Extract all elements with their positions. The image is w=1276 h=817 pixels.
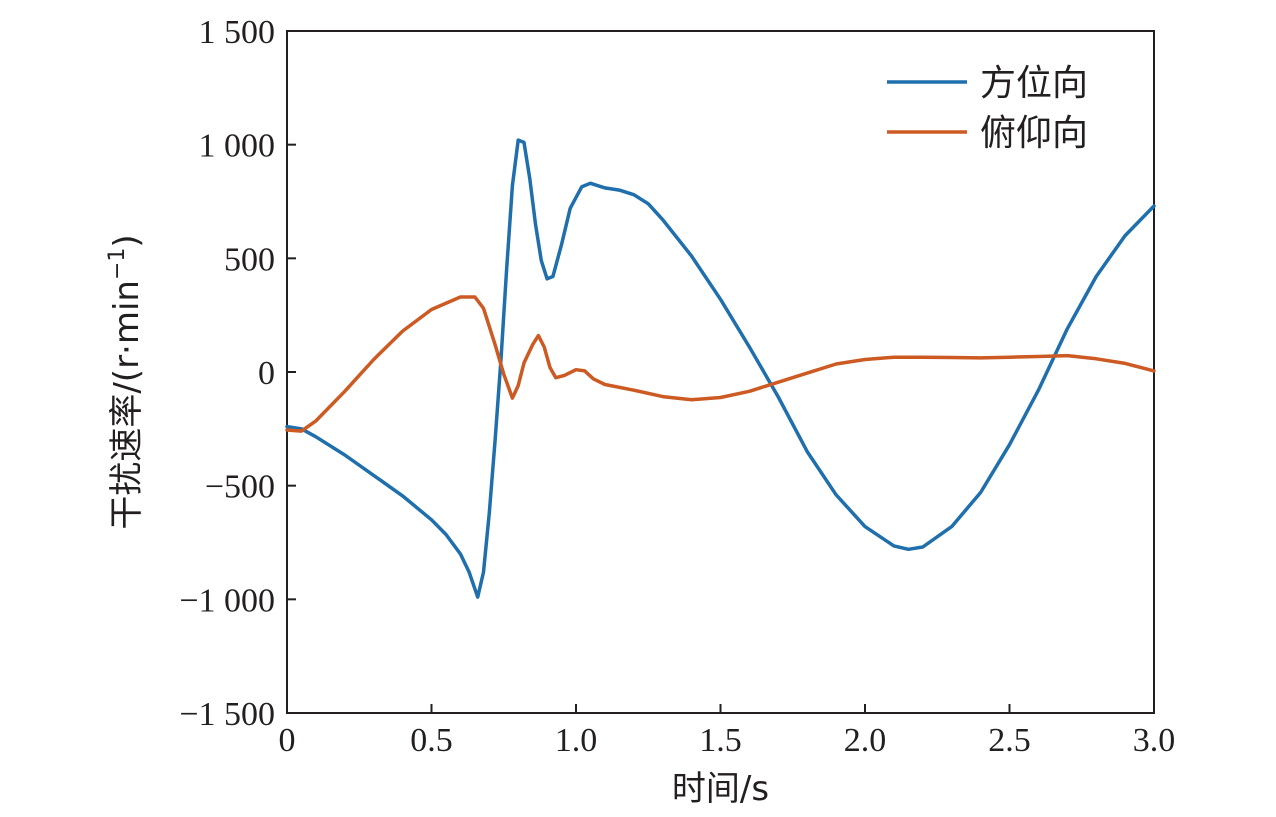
y-tick-label: −500 bbox=[205, 469, 275, 506]
y-axis-title-close: ) bbox=[107, 234, 147, 247]
legend-label-1: 方位向 bbox=[980, 63, 1088, 104]
y-tick-label: 1 500 bbox=[199, 14, 276, 51]
series-line-2 bbox=[285, 295, 1156, 433]
y-tick-label: 1 000 bbox=[199, 128, 276, 165]
x-tick-label: 0 bbox=[279, 722, 296, 759]
x-tick-label: 0.5 bbox=[410, 722, 453, 759]
y-axis-title-main: 干扰速率/(r·min bbox=[107, 280, 147, 530]
y-tick-label: −1 000 bbox=[179, 582, 275, 619]
x-axis: 0 0.5 1.0 1.5 2.0 2.5 3.0 bbox=[279, 704, 1176, 759]
y-tick-label: −1 500 bbox=[179, 696, 275, 733]
y-tick-label: 0 bbox=[258, 355, 275, 392]
series-line-1 bbox=[285, 138, 1156, 599]
y-axis: 1 500 1 000 500 0 −500 −1 000 −1 500 bbox=[179, 14, 296, 733]
x-tick-label: 2.5 bbox=[988, 722, 1031, 759]
series-layer bbox=[285, 138, 1156, 599]
x-tick-label: 1.0 bbox=[555, 722, 598, 759]
x-axis-title: 时间/s bbox=[672, 769, 769, 809]
y-axis-title-unit-exponent: −1 bbox=[105, 248, 130, 280]
legend-label-2: 俯仰向 bbox=[980, 113, 1088, 154]
y-tick-label: 500 bbox=[224, 241, 275, 278]
x-tick-label: 3.0 bbox=[1133, 722, 1176, 759]
y-axis-title: 干扰速率/(r·min−1) bbox=[105, 234, 147, 529]
x-tick-label: 2.0 bbox=[844, 722, 887, 759]
x-tick-label: 1.5 bbox=[699, 722, 742, 759]
